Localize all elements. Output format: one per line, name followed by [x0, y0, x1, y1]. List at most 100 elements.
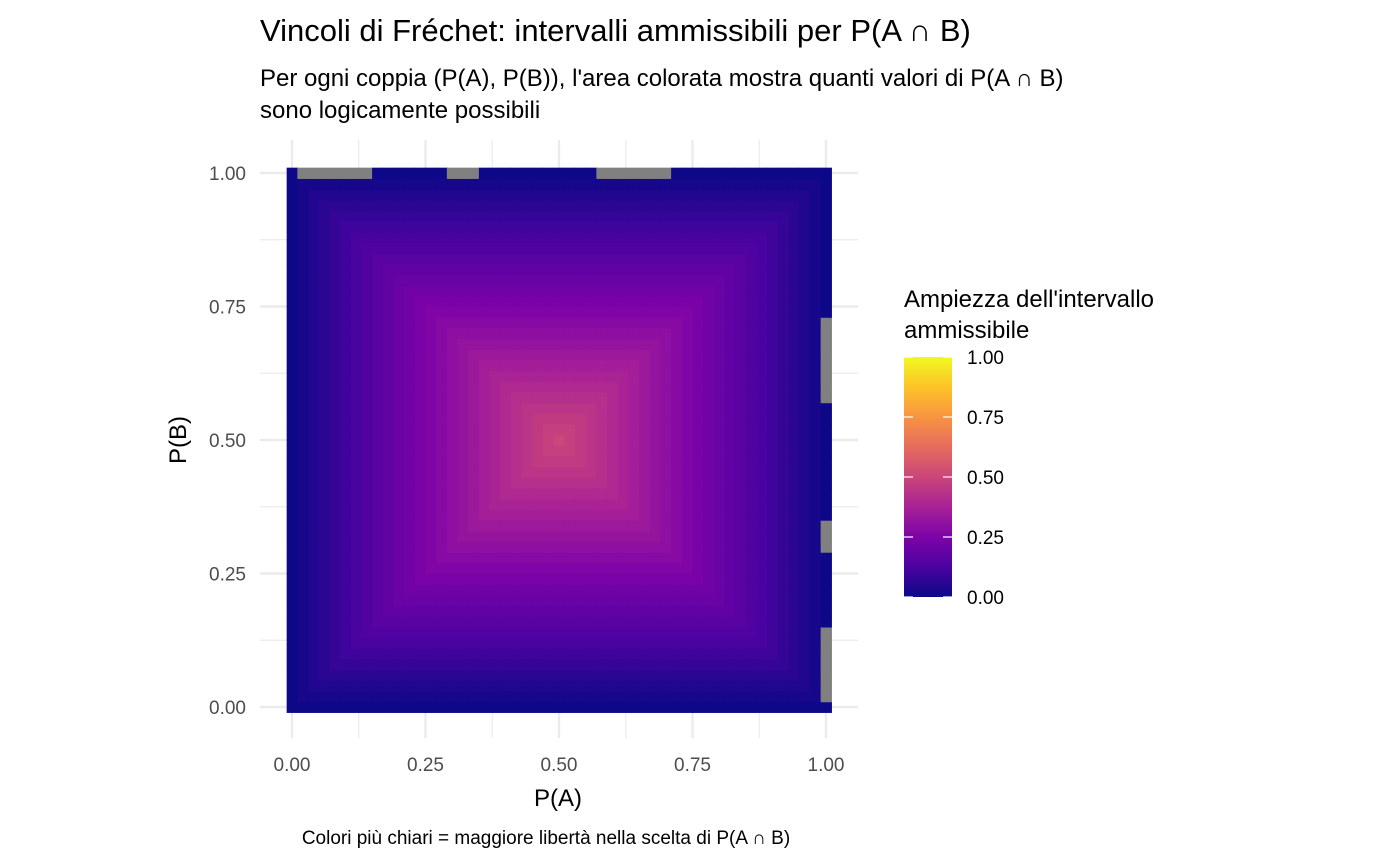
heatmap-cell — [681, 456, 694, 468]
heatmap-cell — [404, 413, 416, 425]
heatmap-cell — [660, 498, 672, 511]
heatmap-cell — [703, 242, 715, 254]
heatmap-cell — [639, 263, 651, 276]
heatmap-cell — [478, 381, 491, 393]
heatmap-cell — [478, 658, 491, 671]
heatmap-cell — [777, 189, 790, 201]
heatmap-cell — [361, 423, 373, 436]
heatmap-cell — [489, 381, 501, 393]
heatmap-cell — [446, 306, 459, 318]
heatmap-cell — [521, 274, 533, 286]
heatmap-cell — [799, 445, 811, 457]
heatmap-cell — [767, 285, 779, 297]
heatmap-cell — [777, 359, 790, 372]
heatmap-cell — [820, 520, 832, 532]
heatmap-cell — [671, 584, 683, 596]
heatmap-cell — [489, 466, 501, 478]
heatmap-cell — [350, 552, 363, 564]
heatmap-cell — [457, 253, 469, 265]
heatmap-cell — [767, 648, 779, 660]
heatmap-cell — [382, 189, 395, 201]
heatmap-cell — [521, 552, 533, 564]
heatmap-cell — [425, 402, 437, 414]
heatmap-cell — [649, 690, 662, 703]
heatmap-cell — [777, 573, 790, 585]
heatmap-cell — [393, 402, 405, 414]
heatmap-cell — [350, 509, 363, 521]
heatmap-cell — [660, 178, 672, 190]
heatmap-cell — [703, 263, 715, 276]
heatmap-cell — [372, 509, 384, 521]
heatmap-cell — [735, 477, 747, 489]
heatmap-cell — [756, 327, 768, 340]
heatmap-cell — [468, 306, 480, 318]
heatmap-cell — [436, 359, 448, 372]
heatmap-cell — [382, 466, 395, 478]
heatmap-cell — [318, 242, 330, 254]
heatmap-cell — [510, 541, 523, 553]
heatmap-cell — [425, 658, 437, 671]
heatmap-cell — [297, 359, 309, 372]
heatmap-cell — [489, 562, 501, 575]
heatmap-cell — [414, 359, 427, 372]
heatmap-cell — [372, 584, 384, 596]
heatmap-cell — [564, 189, 576, 201]
heatmap-cell — [446, 648, 459, 660]
heatmap-cell — [649, 359, 662, 372]
heatmap-cell — [404, 498, 416, 511]
heatmap-cell — [404, 178, 416, 190]
heatmap-cell — [607, 690, 619, 703]
heatmap-cell — [692, 488, 704, 500]
heatmap-cell — [297, 701, 309, 713]
heatmap-cell — [564, 221, 576, 233]
heatmap-cell — [532, 530, 544, 543]
heatmap-cell — [703, 552, 715, 564]
heatmap-cell — [585, 295, 597, 308]
heatmap-cell — [575, 690, 587, 703]
heatmap-cell — [542, 669, 555, 681]
heatmap-cell — [489, 530, 501, 543]
heatmap-cell — [361, 221, 373, 233]
heatmap-cell — [628, 253, 640, 265]
heatmap-cell — [414, 445, 427, 457]
heatmap-cell — [681, 562, 694, 575]
heatmap-cell — [382, 210, 395, 222]
heatmap-cell — [585, 381, 597, 393]
heatmap-cell — [649, 253, 662, 265]
heatmap-cell — [457, 327, 469, 340]
heatmap-cell — [809, 370, 822, 382]
heatmap-cell — [404, 541, 416, 553]
heatmap-cell — [617, 423, 630, 436]
heatmap-cell — [628, 498, 640, 511]
heatmap-cell — [713, 381, 726, 393]
heatmap-cell — [596, 562, 608, 575]
heatmap-cell — [532, 477, 544, 489]
heatmap-cell — [340, 520, 352, 532]
heatmap-cell — [500, 370, 512, 382]
heatmap-cell — [457, 359, 469, 372]
heatmap-cell — [329, 434, 341, 446]
heatmap-cell — [639, 423, 651, 436]
heatmap-cell — [585, 658, 597, 671]
heatmap-cell — [532, 263, 544, 276]
heatmap-cell — [649, 488, 662, 500]
heatmap-cell — [820, 327, 832, 340]
heatmap-cell — [820, 306, 832, 318]
heatmap-cell — [724, 637, 736, 649]
heatmap-cell — [436, 189, 448, 201]
heatmap-cell — [692, 541, 704, 553]
legend-tick-label: 0.25 — [967, 528, 1004, 549]
heatmap-cell — [671, 541, 683, 553]
heatmap-cell — [681, 221, 694, 233]
heatmap-cell — [628, 562, 640, 575]
heatmap-cell — [713, 263, 726, 276]
heatmap-cell — [532, 381, 544, 393]
chart-subtitle-line-1: Per ogni coppia (P(A), P(B)), l'area col… — [260, 65, 1063, 92]
heatmap-cell — [724, 167, 736, 179]
heatmap-cell — [735, 178, 747, 190]
heatmap-cell — [617, 391, 630, 404]
heatmap-cell — [521, 434, 533, 446]
heatmap-cell — [350, 167, 363, 179]
heatmap-cell — [777, 349, 790, 361]
heatmap-cell — [318, 221, 330, 233]
